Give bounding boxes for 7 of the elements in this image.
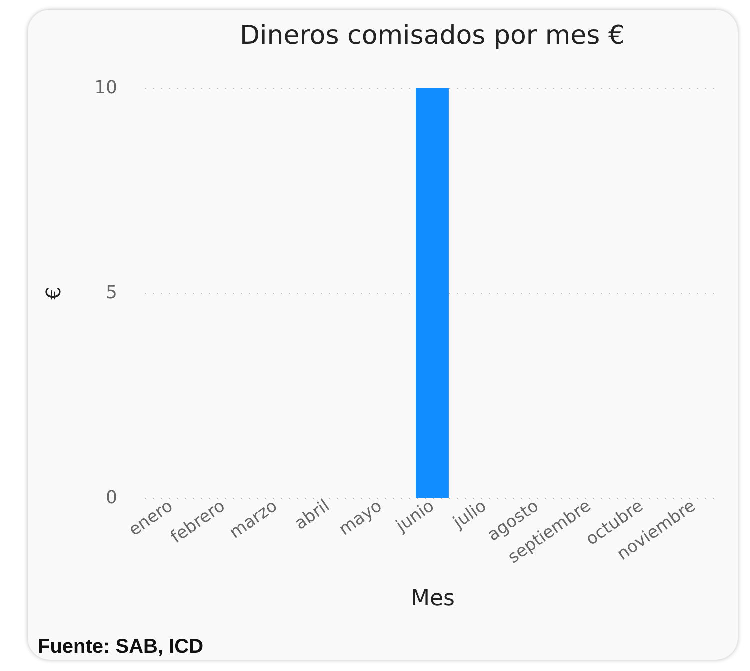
- x-axis-title: Mes: [411, 586, 455, 612]
- y-tick-label: 0: [106, 488, 118, 508]
- y-axis-title: €: [42, 287, 66, 300]
- chart-title: Dineros comisados por mes €: [240, 21, 626, 51]
- y-tick-label: 5: [106, 282, 118, 304]
- source-note: Fuente: SAB, ICD: [38, 636, 204, 659]
- y-tick-label: 10: [94, 78, 118, 98]
